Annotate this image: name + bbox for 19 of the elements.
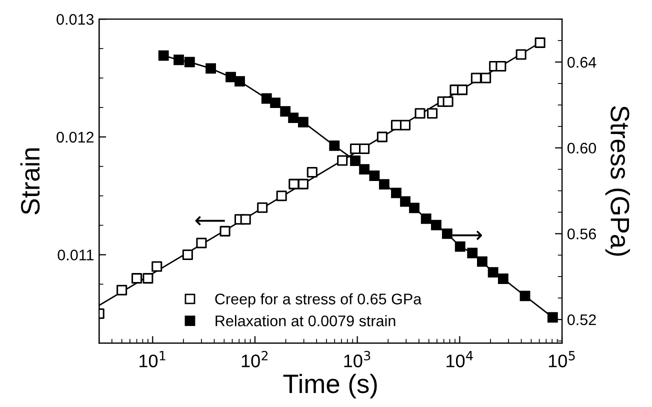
y2-axis-title: Stress (GPa) [605,106,630,256]
y-axis-title: Strain [20,148,40,214]
annotation: ⟶ [452,230,482,240]
annotation: ⟵ [195,216,225,226]
y-tick-label: 0.011 [58,250,94,260]
y-tick-label: 0.013 [56,14,94,25]
y2-tick-label: 0.52 [567,314,596,326]
x-tick-label: 10$^{5}$ [548,351,575,368]
y2-tick-label: 0.64 [567,56,596,68]
x-axis-title: Time (s) [283,374,377,398]
legend-label: Relaxation at 0.0079 strain [216,315,396,326]
legend-label: Creep for a stress of 0.65 GPa [215,293,422,308]
y2-tick-label: 0.56 [567,228,596,240]
y2-tick-label: 0.60 [567,142,596,154]
x-tick-label: 10$^{3}$ [344,350,370,368]
x-tick-label: 10$^{4}$ [446,351,473,368]
x-tick-label: 10$^{1}$ [140,351,166,368]
x-tick-label: 10$^{2}$ [242,350,268,368]
y-tick-label: 0.012 [56,132,94,143]
